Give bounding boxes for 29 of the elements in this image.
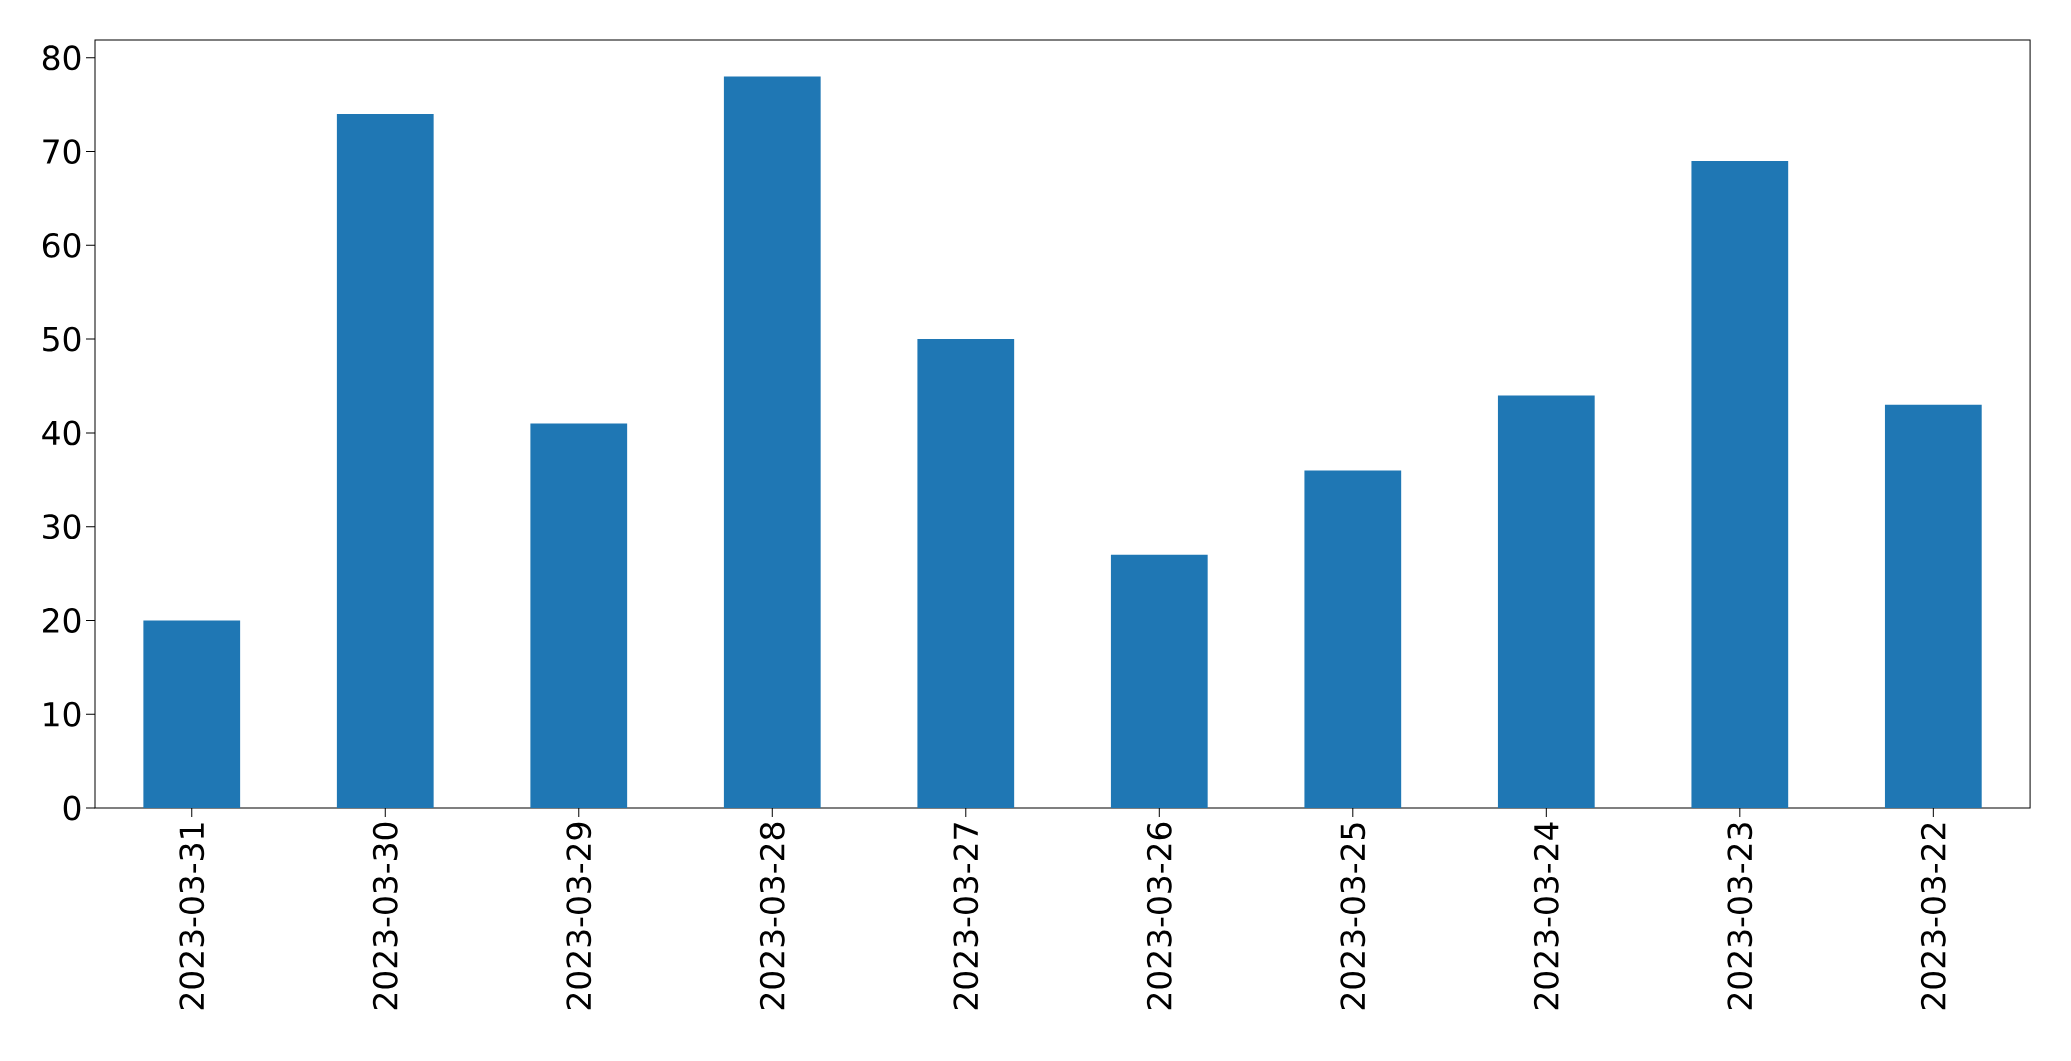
x-tick-label: 2023-03-30 [372, 822, 398, 1010]
y-tick-label: 60 [42, 232, 81, 258]
x-tick-label: 2023-03-28 [759, 822, 785, 1010]
bar [723, 76, 821, 808]
bar [1691, 160, 1789, 808]
bar [143, 620, 241, 808]
x-tick-label: 2023-03-26 [1146, 822, 1172, 1010]
bar [530, 423, 628, 808]
y-tick-label: 10 [44, 701, 81, 727]
y-tick-label: 20 [43, 608, 81, 633]
y-tick-label: 30 [43, 514, 81, 540]
bar [1884, 404, 1982, 808]
bar [336, 114, 434, 808]
y-tick-label: 0 [63, 795, 81, 821]
x-tick-label: 2023-03-22 [1920, 823, 1946, 1010]
x-tick-label: 2023-03-31 [179, 823, 205, 1010]
y-tick-label: 50 [43, 326, 81, 352]
bar [1304, 470, 1402, 808]
x-tick-label: 2023-03-23 [1727, 823, 1753, 1010]
bar [1497, 395, 1595, 808]
x-tick-label: 2023-03-29 [566, 822, 592, 1010]
y-tick-label: 40 [42, 420, 81, 446]
y-tick-label: 70 [43, 139, 81, 165]
y-tick-label: 80 [42, 45, 81, 71]
x-tick-label: 2023-03-24 [1533, 822, 1559, 1010]
x-tick-label: 2023-03-27 [953, 823, 979, 1010]
x-tick-label: 2023-03-25 [1340, 823, 1366, 1010]
bar [1110, 554, 1208, 808]
bar [917, 339, 1015, 808]
